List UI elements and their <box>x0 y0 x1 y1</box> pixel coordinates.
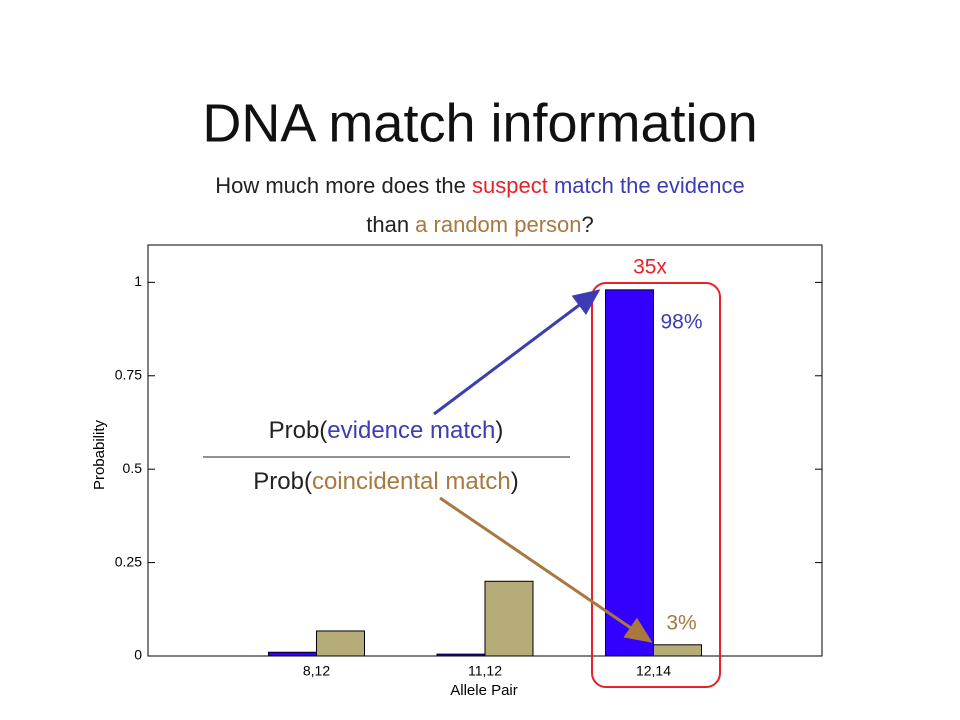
fraction-numerator-part: ) <box>495 417 503 444</box>
bar <box>316 630 365 657</box>
fraction-denominator-part: Prob( <box>253 468 312 495</box>
bar <box>436 653 486 657</box>
subtitle-line: How much more does the suspect match the… <box>215 173 745 198</box>
fraction-numerator-part: evidence match <box>327 417 495 444</box>
y-tick-label: 0.75 <box>115 366 142 382</box>
y-tick-label: 1 <box>134 273 142 289</box>
subtitle-line-part: a random person <box>415 212 581 237</box>
bar <box>653 644 702 657</box>
y-tick-label: 0.5 <box>123 460 143 476</box>
subtitle-line-part: than <box>366 212 415 237</box>
x-tick-label: 11,12 <box>468 663 502 679</box>
fraction-numerator: Prob(evidence match) <box>269 417 504 444</box>
subtitle-line-part: How much more does the <box>215 173 472 198</box>
fraction-numerator-part: Prob( <box>269 417 328 444</box>
value-label: 3% <box>666 611 696 634</box>
ratio-annotation: 35x <box>633 256 667 279</box>
highlight-box <box>591 282 721 688</box>
fraction-denominator-part: coincidental match <box>312 468 511 495</box>
y-axis-label: Probability <box>91 419 108 490</box>
bar <box>605 289 654 657</box>
fraction-denominator: Prob(coincidental match) <box>253 468 518 495</box>
value-label: 98% <box>660 310 702 333</box>
x-tick-label: 12,14 <box>636 663 671 679</box>
y-tick-label: 0 <box>134 647 142 663</box>
x-tick-label: 8,12 <box>303 663 330 679</box>
bar <box>268 651 317 657</box>
arrow-coincidental <box>439 496 653 643</box>
x-axis-label: Allele Pair <box>450 682 518 699</box>
subtitle-line-part: ? <box>582 212 594 237</box>
fraction-denominator-part: ) <box>511 468 519 495</box>
slide-title: DNA match information <box>202 93 757 153</box>
bar <box>484 580 534 657</box>
subtitle-line: than a random person? <box>366 212 594 237</box>
y-tick-label: 0.25 <box>115 553 142 569</box>
subtitle-line-part: suspect <box>472 173 548 198</box>
subtitle-line-part: match the evidence <box>548 173 745 198</box>
arrow-evidence <box>433 289 601 416</box>
